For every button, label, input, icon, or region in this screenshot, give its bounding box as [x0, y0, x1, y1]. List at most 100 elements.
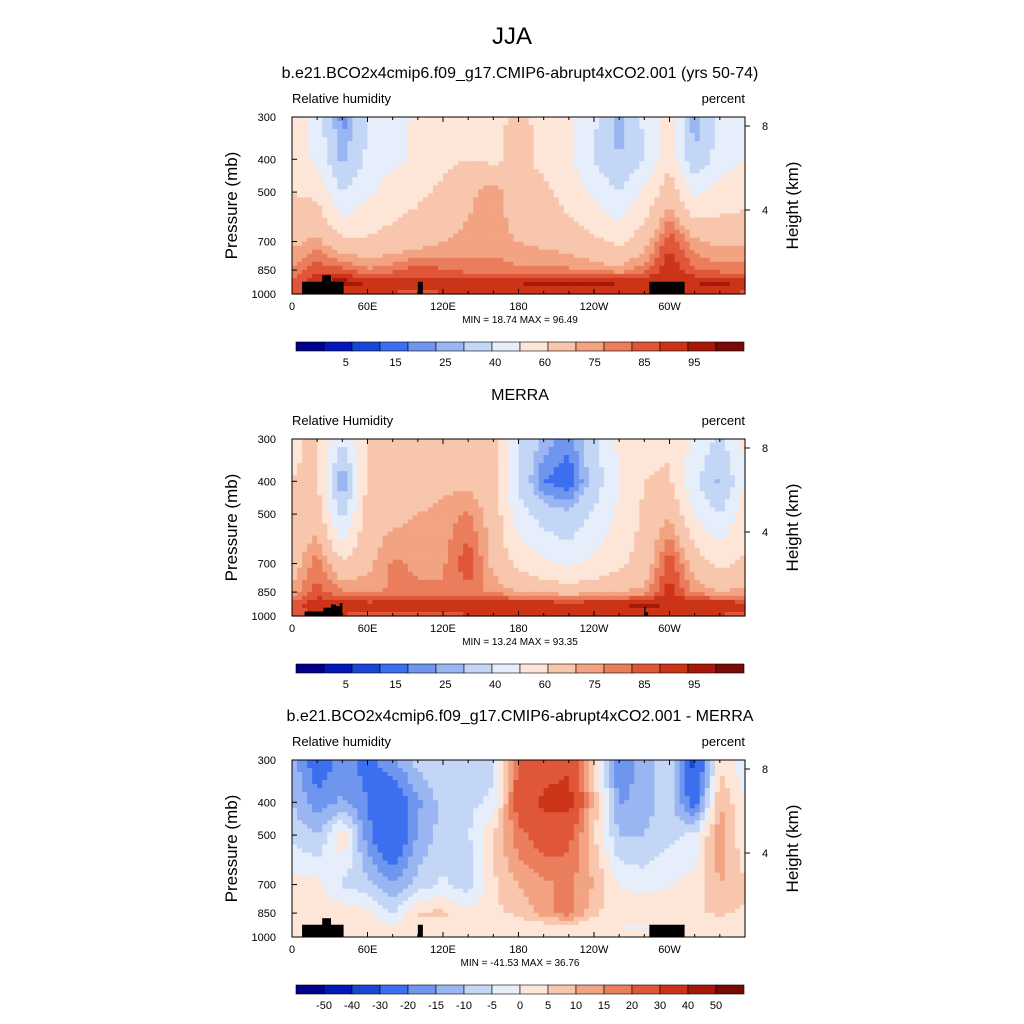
field-cell: [715, 165, 721, 170]
field-cell: [423, 161, 429, 166]
field-cell: [342, 169, 348, 174]
field-cell: [730, 117, 736, 122]
field-cell: [413, 278, 419, 283]
field-cell: [373, 129, 379, 134]
field-cell: [513, 254, 519, 259]
field-cell: [388, 218, 394, 223]
field-cell: [664, 210, 670, 215]
field-cell: [413, 206, 419, 211]
field-cell: [347, 463, 353, 468]
field-cell: [347, 201, 353, 206]
field-cell: [327, 479, 333, 484]
field-cell: [695, 161, 701, 166]
field-cell: [378, 149, 384, 154]
field-cell: [599, 189, 605, 194]
field-cell: [493, 121, 499, 126]
field-cell: [539, 282, 545, 287]
field-cell: [388, 238, 394, 243]
field-cell: [574, 258, 580, 263]
field-cell: [413, 282, 419, 287]
field-cell: [438, 234, 444, 239]
field-cell: [680, 133, 686, 138]
field-cell: [453, 133, 459, 138]
field-cell: [292, 447, 298, 452]
field-cell: [705, 117, 711, 122]
field-cell: [710, 226, 716, 231]
field-cell: [534, 214, 540, 219]
field-cell: [599, 206, 605, 211]
field-cell: [443, 459, 449, 464]
field-cell: [735, 282, 741, 287]
field-cell: [574, 222, 580, 227]
field-cell: [488, 278, 494, 283]
field-cell: [342, 206, 348, 211]
field-cell: [393, 451, 399, 456]
field-cell: [700, 258, 706, 263]
field-cell: [664, 230, 670, 235]
field-cell: [448, 222, 454, 227]
field-cell: [675, 222, 681, 227]
field-cell: [443, 157, 449, 162]
field-cell: [453, 234, 459, 239]
colorbar-label: 95: [688, 357, 700, 369]
field-cell: [307, 262, 313, 267]
field-cell: [564, 149, 570, 154]
field-cell: [468, 258, 474, 263]
field-cell: [337, 222, 343, 227]
field-cell: [624, 242, 630, 247]
field-cell: [428, 447, 434, 452]
field-cell: [388, 165, 394, 170]
field-cell: [685, 193, 691, 198]
field-cell: [327, 222, 333, 227]
field-cell: [388, 467, 394, 472]
field-cell: [574, 181, 580, 186]
field-cell: [529, 226, 535, 231]
field-cell: [453, 129, 459, 134]
field-cell: [337, 262, 343, 267]
field-cell: [368, 206, 374, 211]
field-cell: [554, 475, 560, 480]
field-cell: [664, 463, 670, 468]
field-cell: [503, 459, 509, 464]
field-cell: [317, 125, 323, 130]
field-cell: [735, 165, 741, 170]
field-cell: [408, 177, 414, 182]
field-cell: [659, 254, 665, 259]
field-cell: [398, 439, 404, 444]
field-cell: [433, 447, 439, 452]
field-cell: [690, 189, 696, 194]
field-cell: [423, 222, 429, 227]
field-cell: [715, 193, 721, 198]
field-cell: [529, 210, 535, 215]
field-cell: [634, 137, 640, 142]
field-cell: [493, 181, 499, 186]
field-cell: [639, 133, 645, 138]
field-cell: [705, 210, 711, 215]
field-cell: [388, 451, 394, 456]
field-cell: [352, 254, 358, 259]
field-cell: [383, 125, 389, 130]
field-cell: [337, 479, 343, 484]
field-cell: [478, 475, 484, 480]
field-cell: [599, 262, 605, 267]
field-cell: [664, 262, 670, 267]
field-cell: [448, 141, 454, 146]
field-cell: [357, 278, 363, 283]
field-cell: [720, 218, 726, 223]
field-cell: [393, 459, 399, 464]
field-cell: [378, 153, 384, 158]
field-cell: [634, 270, 640, 275]
field-cell: [715, 451, 721, 456]
field-cell: [322, 222, 328, 227]
field-cell: [368, 258, 374, 263]
field-cell: [327, 210, 333, 215]
field-cell: [503, 145, 509, 150]
field-cell: [544, 210, 550, 215]
field-cell: [544, 193, 550, 198]
field-cell: [373, 133, 379, 138]
field-cell: [725, 169, 731, 174]
field-cell: [554, 177, 560, 182]
field-cell: [594, 451, 600, 456]
field-cell: [362, 234, 368, 239]
field-cell: [544, 157, 550, 162]
